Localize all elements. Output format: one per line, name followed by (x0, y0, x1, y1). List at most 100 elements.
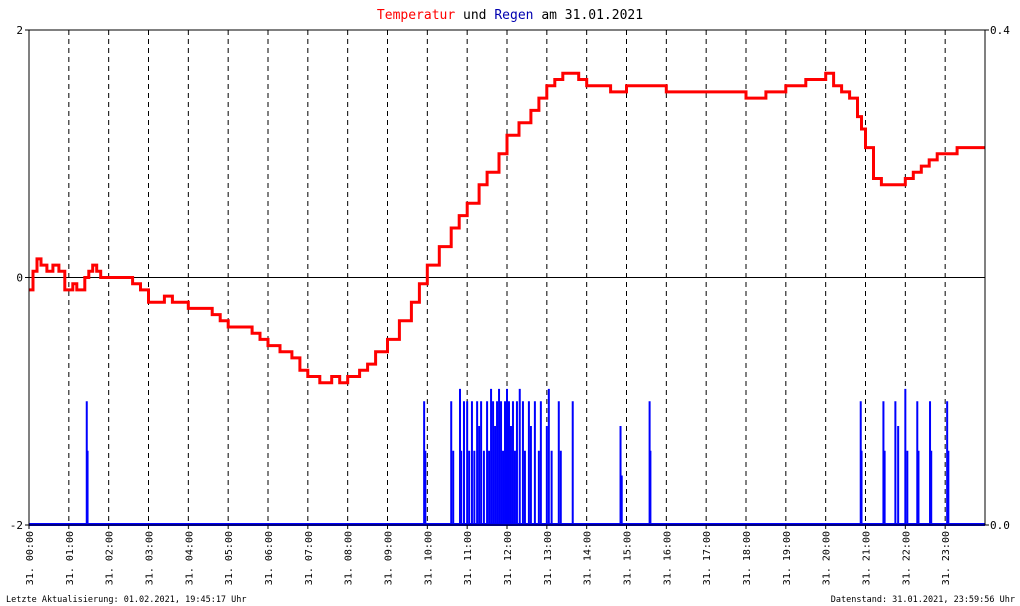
rain-bar (550, 450, 553, 525)
rain-bar (529, 426, 532, 525)
rain-bar (86, 450, 89, 525)
rain-bar (473, 450, 476, 525)
rain-bar (458, 388, 461, 525)
rain-bar (509, 426, 512, 525)
x-tick-labels: 31. 00:00 31. 01:00 31. 02:00 31. 03:00 31. … (25, 531, 952, 585)
x-tick-label: 31. 22:00 (901, 531, 912, 585)
rain-bar (929, 401, 932, 525)
rain-bar (460, 450, 463, 525)
axes: 2 0 -2 0.4 0.0 (10, 24, 1010, 532)
rain-bar (537, 450, 540, 525)
rain-bar (518, 388, 521, 525)
x-tick-label: 31. 21:00 (862, 531, 873, 585)
rain-bar (619, 426, 622, 525)
rain-bar (882, 401, 885, 525)
x-tick-label: 31. 15:00 (623, 531, 634, 585)
x-tick-label: 31. 16:00 (662, 531, 673, 585)
rain-bar (946, 401, 949, 525)
rain-bar (533, 401, 536, 525)
rain-bar (506, 388, 508, 525)
rain-bar (916, 401, 919, 525)
rain-bar (930, 450, 933, 525)
rain-bar (502, 450, 505, 525)
rain-bar (450, 401, 453, 525)
rain-bar (557, 401, 560, 525)
title-und: und (463, 8, 486, 23)
x-tick-label: 31. 03:00 (145, 531, 156, 585)
rain-bar (480, 401, 483, 525)
rain-bar (488, 450, 491, 525)
rain-bar (559, 450, 562, 525)
rain-bar (571, 401, 574, 525)
rain-bar (470, 401, 473, 525)
rain-bar (547, 388, 550, 525)
rain-bar (897, 426, 900, 525)
footer-data-status: Datenstand: 31.01.2021, 23:59:56 Uhr (831, 595, 1015, 605)
x-tick-label: 31. 17:00 (702, 531, 713, 585)
rain-bar (545, 426, 548, 525)
rain-bar (496, 401, 499, 525)
rain-bar (906, 450, 909, 525)
title-am: am (541, 8, 557, 23)
title-temperature: Temperatur (377, 8, 455, 23)
x-tick-label: 31. 10:00 (423, 531, 434, 585)
rain-bar (523, 450, 526, 525)
rain-bar (498, 388, 501, 525)
x-tick-label: 31. 14:00 (583, 531, 594, 585)
footer-last-update: Letzte Aktualisierung: 01.02.2021, 19:45… (6, 595, 247, 605)
left-axis-label: 0 (16, 272, 23, 285)
x-tick-label: 31. 06:00 (264, 531, 275, 585)
rain-bar (947, 450, 950, 525)
x-tick-label: 31. 07:00 (304, 531, 315, 585)
rain-bar (476, 401, 479, 525)
rain-bar (452, 450, 455, 525)
left-axis-label: 2 (16, 24, 23, 37)
x-tick-label: 31. 05:00 (224, 531, 235, 585)
rain-bar (494, 426, 497, 525)
rain-bar (482, 450, 485, 525)
rain-bar (513, 450, 516, 525)
rain-bar (468, 450, 471, 525)
rain-bar (462, 401, 465, 525)
x-tick-label: 31. 11:00 (463, 531, 474, 585)
rain-bar (511, 401, 514, 525)
x-tick-label: 31. 01:00 (65, 531, 76, 585)
rain-bar (894, 401, 897, 525)
rain-bar (649, 450, 652, 525)
x-tick-label: 31. 19:00 (782, 531, 793, 585)
right-axis-label: 0.0 (990, 519, 1010, 532)
x-tick-label: 31. 08:00 (344, 531, 355, 585)
x-tick-label: 31. 09:00 (384, 531, 395, 585)
rain-bar (492, 401, 495, 525)
title-rain: Regen (494, 8, 533, 23)
x-tick-label: 31. 02:00 (105, 531, 116, 585)
title-date: 31.01.2021 (565, 8, 643, 23)
rain-bar (515, 401, 518, 525)
temperature-line (29, 71, 985, 385)
temperature-series (29, 71, 985, 385)
rain-bar (424, 450, 427, 525)
grid-lines (29, 30, 985, 525)
rain-bar (883, 450, 886, 525)
right-axis-label: 0.4 (990, 24, 1010, 37)
left-axis-label: -2 (10, 519, 23, 532)
rain-bar (539, 401, 542, 525)
rain-bar (860, 450, 863, 525)
x-tick-label: 31. 04:00 (184, 531, 195, 585)
rain-bar (507, 401, 510, 525)
x-tick-label: 31. 00:00 (25, 531, 36, 585)
rain-bar (466, 401, 469, 525)
rain-bar (527, 401, 530, 525)
x-tick-label: 31. 13:00 (543, 531, 554, 585)
x-tick-label: 31. 23:00 (941, 531, 952, 585)
rain-bar (521, 401, 524, 525)
rain-bar (478, 426, 481, 525)
x-tick-label: 31. 18:00 (742, 531, 753, 585)
rain-bar (504, 401, 507, 525)
rain-bar (620, 475, 623, 525)
rain-bar (486, 401, 489, 525)
x-tick-label: 31. 12:00 (503, 531, 514, 585)
x-tick-label: 31. 20:00 (822, 531, 833, 585)
chart-title: Temperatur und Regen am 31.01.2021 (377, 8, 643, 23)
